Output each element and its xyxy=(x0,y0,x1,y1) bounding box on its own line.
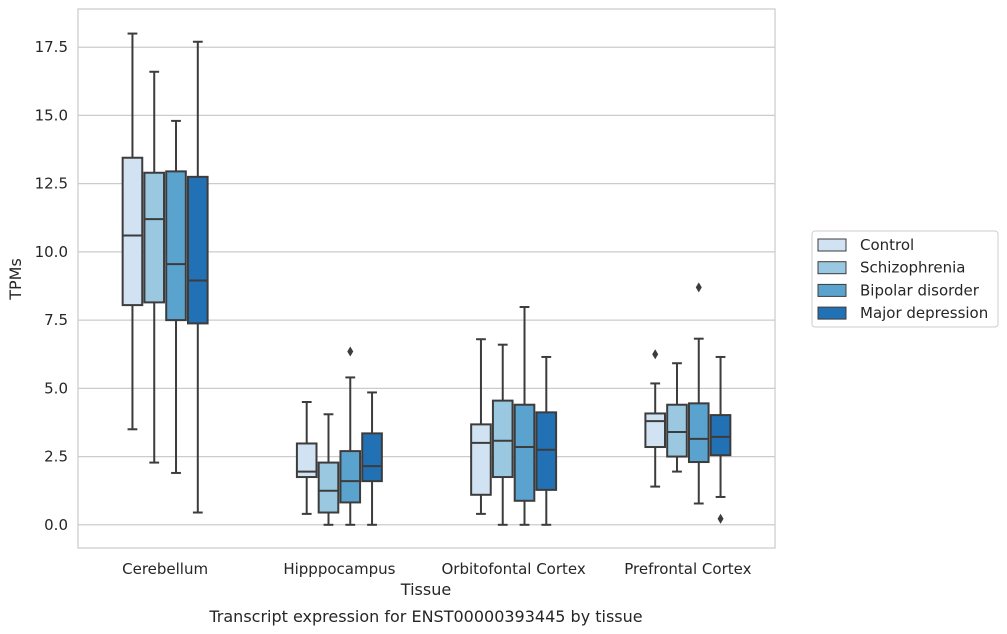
chart-caption: Transcript expression for ENST0000039344… xyxy=(208,607,642,626)
y-tick-label: 5.0 xyxy=(44,379,68,397)
legend-label: Major depression xyxy=(860,304,988,322)
legend-label: Bipolar disorder xyxy=(860,281,980,299)
box-group xyxy=(513,306,536,526)
legend-frame xyxy=(811,230,999,328)
y-tick-label: 7.5 xyxy=(44,311,68,329)
box xyxy=(666,403,688,458)
box xyxy=(317,461,340,514)
legend-swatch xyxy=(817,306,847,320)
box xyxy=(143,171,166,304)
x-tick-label: Cerebellum xyxy=(122,560,208,578)
box-group xyxy=(491,343,514,526)
x-tick-label: Prefrontal Cortex xyxy=(624,560,751,578)
box-group xyxy=(165,119,187,474)
x-tick-labels: Cerebellum Hipppocampus Orbitofontal Corte… xyxy=(122,560,751,578)
box-groups xyxy=(121,32,732,526)
box xyxy=(644,412,667,449)
legend-swatch xyxy=(817,261,847,275)
outlier-point xyxy=(695,282,702,293)
box xyxy=(295,442,318,479)
box xyxy=(709,414,732,457)
box-group xyxy=(186,40,209,514)
y-tick-label: 15.0 xyxy=(35,106,68,124)
outlier-point xyxy=(347,346,354,357)
box-group xyxy=(317,413,340,526)
box xyxy=(186,175,209,325)
box xyxy=(165,170,187,322)
x-tick-label: Hipppocampus xyxy=(283,560,395,578)
box-group xyxy=(709,355,732,524)
legend-swatch xyxy=(817,238,847,252)
box xyxy=(535,411,558,491)
outlier-point xyxy=(652,349,659,360)
plot-frame xyxy=(77,8,776,549)
box-group xyxy=(143,70,166,464)
y-tick-label: 10.0 xyxy=(35,243,68,261)
box xyxy=(687,402,710,464)
outlier-point xyxy=(717,513,724,524)
y-tick-label: 12.5 xyxy=(35,175,68,193)
y-axis-title: TPMs xyxy=(6,258,25,301)
box-group xyxy=(295,400,318,515)
box-group xyxy=(470,338,492,515)
x-axis-title: Tissue xyxy=(400,580,451,599)
box xyxy=(121,156,144,307)
box xyxy=(491,399,514,479)
box xyxy=(339,450,362,504)
legend-label: Schizophrenia xyxy=(860,259,965,277)
x-tick-label: Orbitofontal Cortex xyxy=(442,560,586,578)
box-group xyxy=(535,355,558,526)
legend-swatch xyxy=(817,283,847,297)
box xyxy=(513,403,536,502)
box-group xyxy=(644,349,667,488)
box-group xyxy=(361,391,383,526)
y-tick-label: 2.5 xyxy=(44,448,68,466)
box-group xyxy=(666,362,688,473)
legend-label: Control xyxy=(860,236,914,254)
y-tick-labels: 0.0 2.5 5.0 7.5 10.0 12.5 15.0 17.5 xyxy=(35,38,68,534)
box-group xyxy=(339,346,362,526)
box-group xyxy=(121,32,144,431)
legend: Control Schizophrenia Bipolar disorder Majo… xyxy=(811,230,999,328)
box-group xyxy=(687,282,710,505)
box xyxy=(470,423,492,496)
y-tick-label: 17.5 xyxy=(35,38,68,56)
box xyxy=(361,432,383,483)
y-tick-label: 0.0 xyxy=(44,516,68,534)
